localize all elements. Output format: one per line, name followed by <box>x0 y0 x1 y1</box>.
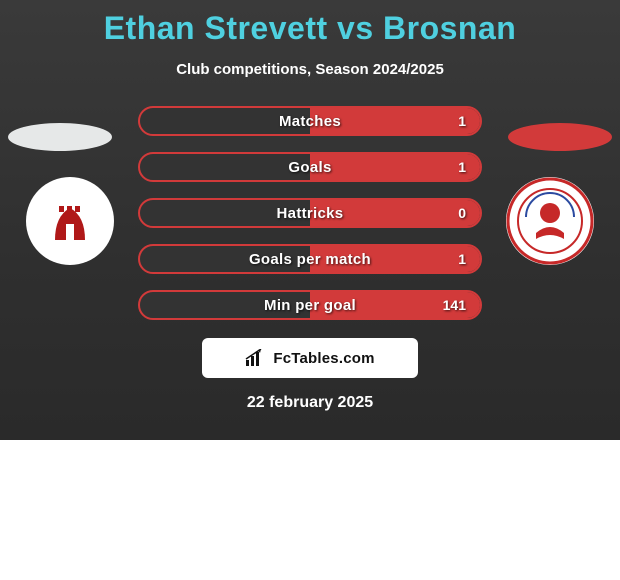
stat-label: Hattricks <box>140 200 480 226</box>
player-right-ellipse <box>508 123 612 151</box>
tower-icon <box>45 196 95 246</box>
stat-label: Goals <box>140 154 480 180</box>
stat-label: Goals per match <box>140 246 480 272</box>
attribution-badge: FcTables.com <box>202 338 418 378</box>
stat-row: 1Goals <box>138 152 482 182</box>
bars-icon <box>245 349 267 367</box>
date-text: 22 february 2025 <box>0 394 620 412</box>
club-badge-right <box>506 177 594 265</box>
player-left-ellipse <box>8 123 112 151</box>
stat-label: Min per goal <box>140 292 480 318</box>
club-badge-left <box>26 177 114 265</box>
comparison-panel: Ethan Strevett vs Brosnan Club competiti… <box>0 0 620 440</box>
page-title: Ethan Strevett vs Brosnan <box>0 0 620 47</box>
attribution-text: FcTables.com <box>273 350 374 367</box>
stat-row: 1Matches <box>138 106 482 136</box>
stat-row: 0Hattricks <box>138 198 482 228</box>
stat-row: 141Min per goal <box>138 290 482 320</box>
crest-icon <box>506 177 594 265</box>
stat-label: Matches <box>140 108 480 134</box>
stat-row: 1Goals per match <box>138 244 482 274</box>
subtitle: Club competitions, Season 2024/2025 <box>0 61 620 78</box>
